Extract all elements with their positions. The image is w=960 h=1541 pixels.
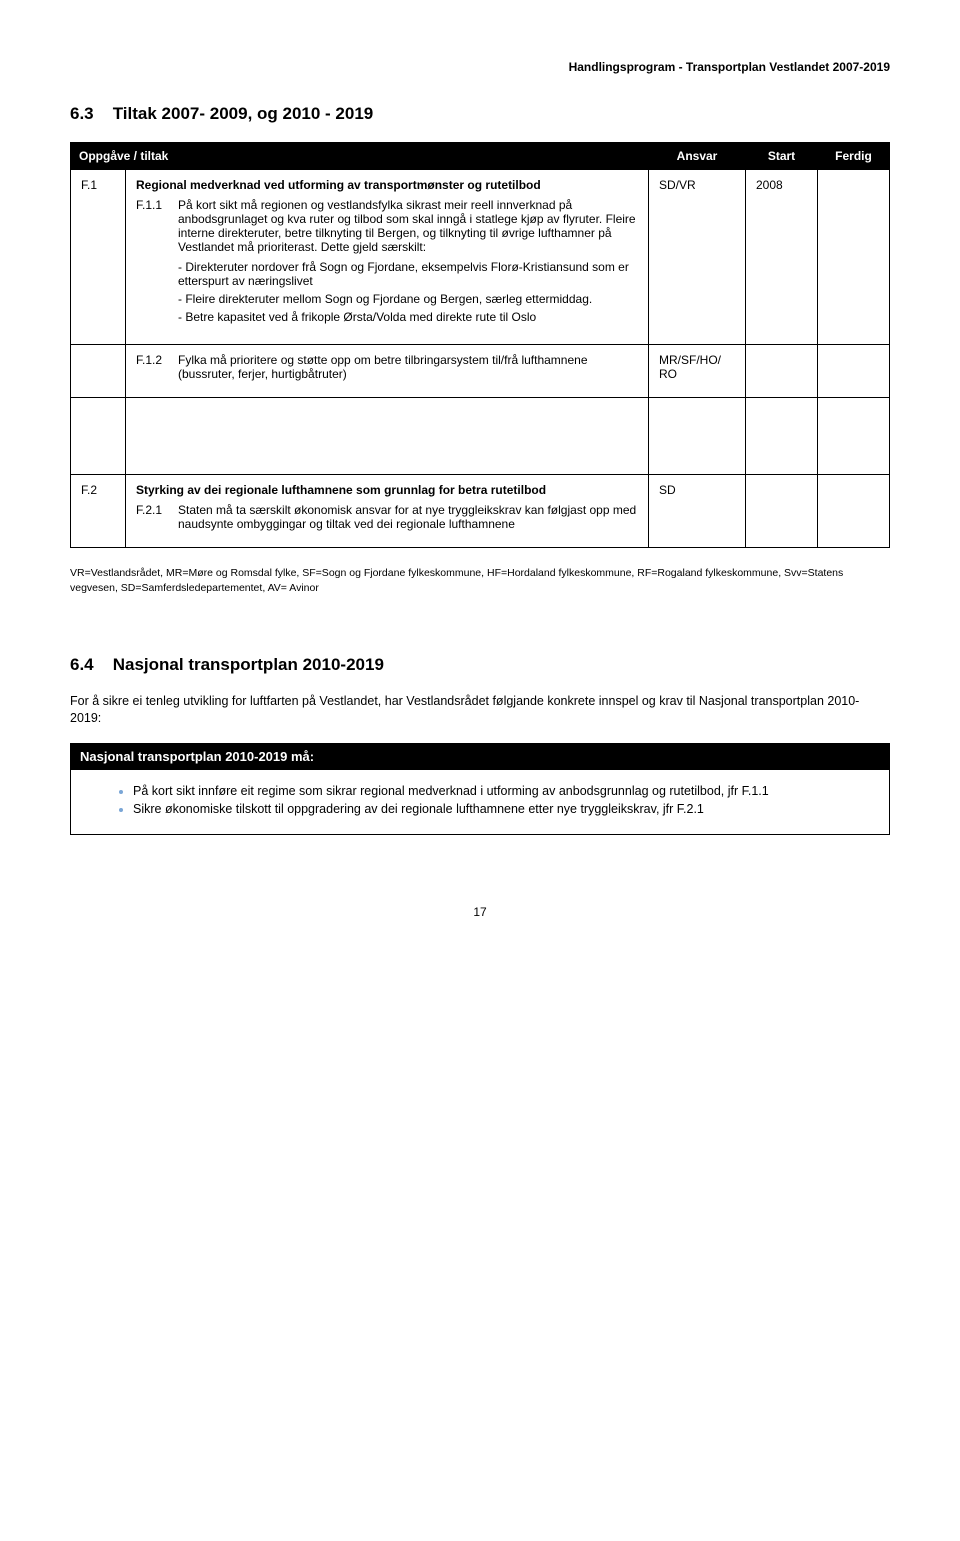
ntp-bar: Nasjonal transportplan 2010-2019 må: xyxy=(70,743,890,770)
f11-id: F.1.1 xyxy=(136,198,178,328)
ntp-bullet-2: Sikre økonomiske tilskott til oppgraderi… xyxy=(133,802,865,816)
table-row: F.2 Styrking av dei regionale lufthamnen… xyxy=(71,475,890,548)
col-ferdig: Ferdig xyxy=(818,143,890,170)
section-6-3-heading: 6.3 Tiltak 2007- 2009, og 2010 - 2019 xyxy=(70,104,890,124)
section-6-4-title: Nasjonal transportplan 2010-2019 xyxy=(113,655,384,674)
f1-title: Regional medverknad ved utforming av tra… xyxy=(136,178,638,192)
f21-ferdig xyxy=(818,475,890,548)
section-6-4-para: For å sikre ei tenleg utvikling for luft… xyxy=(70,693,890,727)
table-row: F.1 Regional medverknad ved utforming av… xyxy=(71,170,890,345)
ntp-bullet-1: På kort sikt innføre eit regime som sikr… xyxy=(133,784,865,798)
f11-text: På kort sikt må regionen og vestlandsfyl… xyxy=(178,198,638,254)
ntp-bullets-box: På kort sikt innføre eit regime som sikr… xyxy=(70,770,890,835)
section-6-3-number: 6.3 xyxy=(70,104,108,124)
f21-id: F.2.1 xyxy=(136,503,178,531)
table-row: F.1.2 Fylka må prioritere og støtte opp … xyxy=(71,345,890,398)
col-oppgave: Oppgåve / tiltak xyxy=(71,143,649,170)
page-number: 17 xyxy=(70,905,890,919)
section-6-4-number: 6.4 xyxy=(70,655,108,675)
f11-bullet-1: - Direkteruter nordover frå Sogn og Fjor… xyxy=(178,260,638,288)
row-id-f2: F.2 xyxy=(71,475,126,548)
f12-ferdig xyxy=(818,345,890,398)
f12-text: Fylka må prioritere og støtte opp om bet… xyxy=(178,353,638,381)
row-id-blank xyxy=(71,345,126,398)
f12-ansvar: MR/SF/HO/ RO xyxy=(649,345,746,398)
row-id-f1: F.1 xyxy=(71,170,126,345)
doc-header: Handlingsprogram - Transportplan Vestlan… xyxy=(70,60,890,74)
f21-text: Staten må ta særskilt økonomisk ansvar f… xyxy=(178,503,638,531)
table-row-gap xyxy=(71,398,890,475)
col-ansvar: Ansvar xyxy=(649,143,746,170)
f11-bullet-3: - Betre kapasitet ved å frikople Ørsta/V… xyxy=(178,310,638,324)
f21-start xyxy=(746,475,818,548)
f21-ansvar: SD xyxy=(649,475,746,548)
f11-bullet-2: - Fleire direkteruter mellom Sogn og Fjo… xyxy=(178,292,638,306)
section-6-4-heading: 6.4 Nasjonal transportplan 2010-2019 xyxy=(70,655,890,675)
f12-id: F.1.2 xyxy=(136,353,178,381)
f11-ansvar: SD/VR xyxy=(649,170,746,345)
tiltak-table-1: Oppgåve / tiltak Ansvar Start Ferdig F.1… xyxy=(70,142,890,548)
col-start: Start xyxy=(746,143,818,170)
abbreviations: VR=Vestlandsrådet, MR=Møre og Romsdal fy… xyxy=(70,566,890,595)
f12-start xyxy=(746,345,818,398)
section-6-3-title: Tiltak 2007- 2009, og 2010 - 2019 xyxy=(113,104,374,123)
f2-title: Styrking av dei regionale lufthamnene so… xyxy=(136,483,638,497)
f11-start: 2008 xyxy=(746,170,818,345)
f11-ferdig xyxy=(818,170,890,345)
